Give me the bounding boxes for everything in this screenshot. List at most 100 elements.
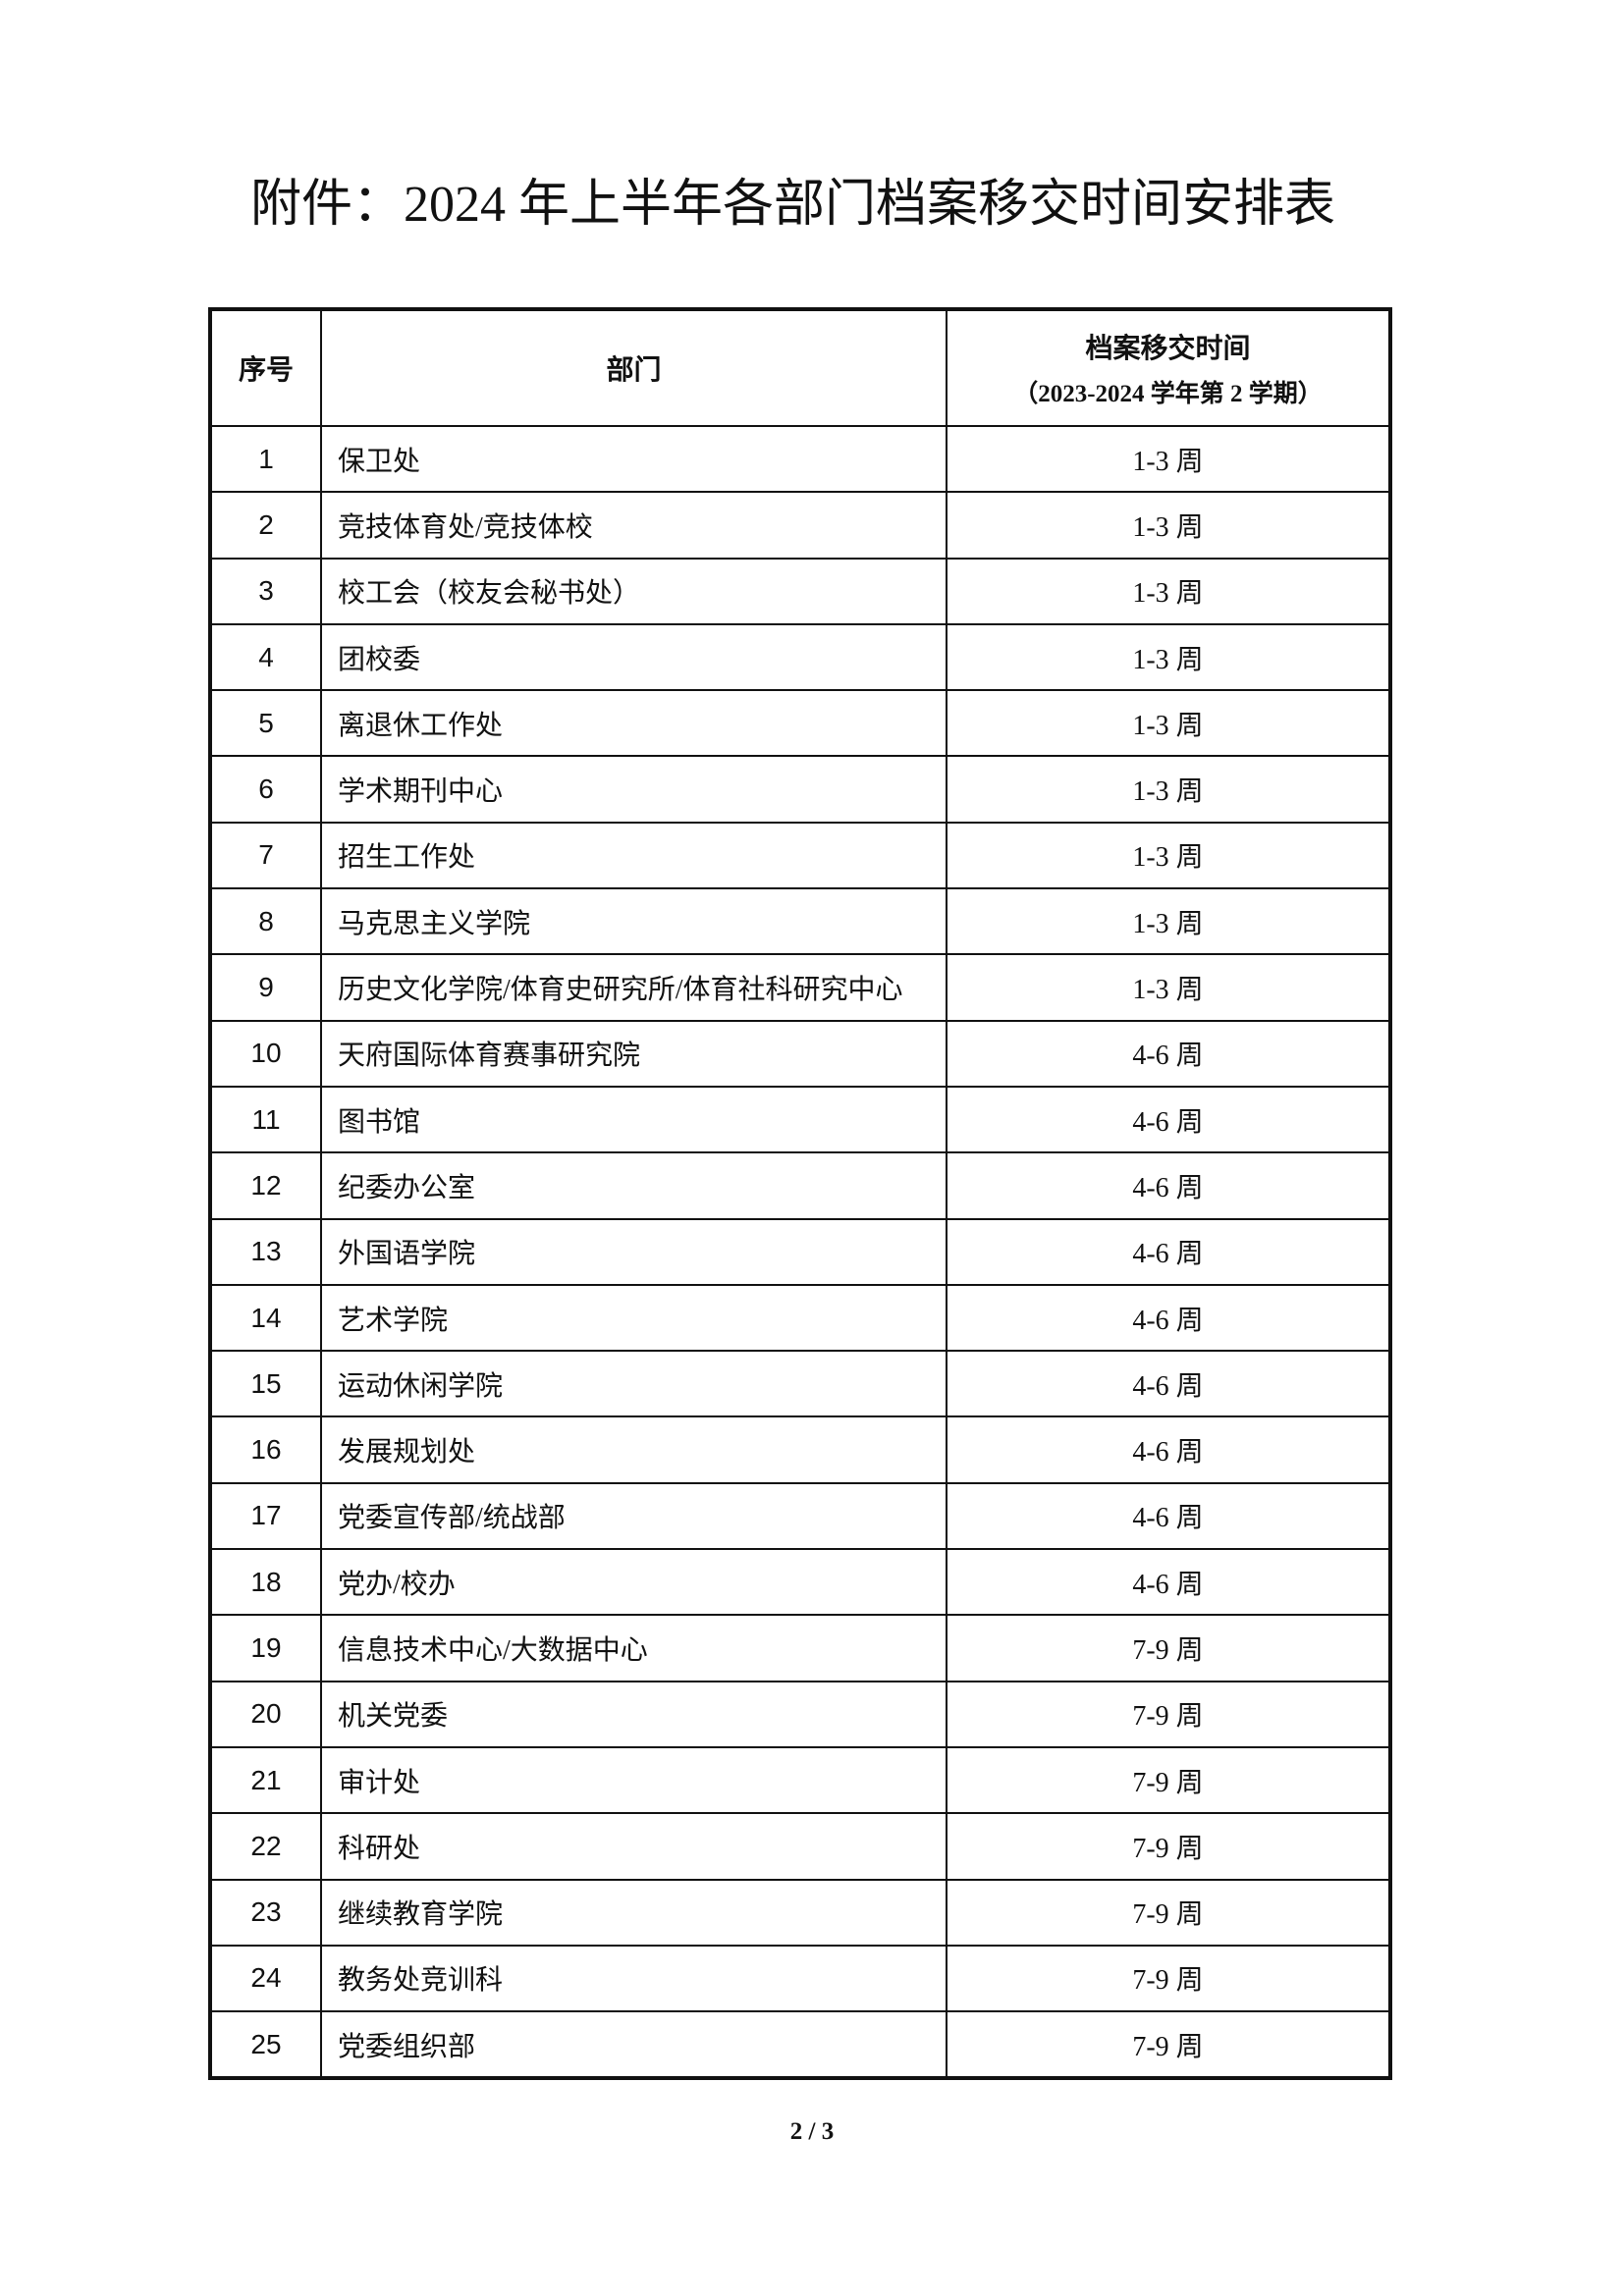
table-cell: 22 (209, 1812, 322, 1881)
table-cell: 5 (209, 689, 322, 758)
table-cell: 14 (209, 1283, 322, 1353)
table-cell: 1-3 周 (946, 953, 1391, 1022)
table-cell: 7-9 周 (946, 1614, 1391, 1682)
table-row: 23 继续教育学院 7-9 周 (209, 1878, 1391, 1947)
table-cell: 4-6 周 (946, 1019, 1391, 1088)
table-row: 3 校工会（校友会秘书处） 1-3 周 (209, 557, 1391, 625)
table-cell: 马克思主义学院 (320, 887, 947, 956)
table-cell: 4 (209, 622, 322, 692)
table-cell: 10 (209, 1019, 322, 1088)
table-cell: 4-6 周 (946, 1085, 1391, 1154)
table-row: 20 机关党委 7-9 周 (209, 1680, 1391, 1748)
header-row: 序号 部门 档案移交时间 （2023-2024 学年第 2 学期） (209, 308, 1391, 427)
table-cell: 16 (209, 1415, 322, 1484)
table-cell: 4-6 周 (946, 1217, 1391, 1286)
table-cell: 4-6 周 (946, 1481, 1391, 1551)
table-row: 17 党委宣传部/统战部 4-6 周 (209, 1481, 1391, 1551)
table-cell: 3 (209, 557, 322, 625)
table-row: 1 保卫处 1-3 周 (209, 424, 1391, 494)
table-cell: 25 (209, 2010, 322, 2080)
table-cell: 19 (209, 1614, 322, 1682)
table-cell: 7-9 周 (946, 2010, 1391, 2080)
table-row: 10 天府国际体育赛事研究院 4-6 周 (209, 1019, 1391, 1088)
table-body: 1 保卫处 1-3 周 2 竞技体育处/竞技体校 1-3 周 3 校工会（校友会秘书处） 1-3… (209, 424, 1391, 2080)
table-cell: 竞技体育处/竞技体校 (320, 491, 947, 560)
table-row: 15 运动休闲学院 4-6 周 (209, 1350, 1391, 1418)
table-cell: 1-3 周 (946, 887, 1391, 956)
table-row: 18 党办/校办 4-6 周 (209, 1548, 1391, 1617)
table-cell: 团校委 (320, 622, 947, 692)
table-cell: 4-6 周 (946, 1548, 1391, 1617)
table-cell: 党办/校办 (320, 1548, 947, 1617)
table-row: 12 纪委办公室 4-6 周 (209, 1151, 1391, 1220)
column-header: 序号 (209, 308, 322, 427)
table-row: 4 团校委 1-3 周 (209, 622, 1391, 692)
table-row: 25 党委组织部 7-9 周 (209, 2010, 1391, 2080)
table-cell: 外国语学院 (320, 1217, 947, 1286)
table-cell: 23 (209, 1878, 322, 1947)
table-cell: 13 (209, 1217, 322, 1286)
table-cell: 1-3 周 (946, 821, 1391, 890)
column-note: （2023-2024 学年第 2 学期） (1013, 381, 1323, 407)
table-cell: 7-9 周 (946, 1812, 1391, 1881)
table-cell: 8 (209, 887, 322, 956)
table-cell: 2 (209, 491, 322, 560)
table-row: 7 招生工作处 1-3 周 (209, 821, 1391, 890)
table-cell: 21 (209, 1745, 322, 1815)
column-header-text: 档案移交时间 (1085, 333, 1251, 363)
table-row: 19 信息技术中心/大数据中心 7-9 周 (209, 1614, 1391, 1682)
table-cell: 1-3 周 (946, 689, 1391, 758)
table-cell: 1-3 周 (946, 557, 1391, 625)
table-cell: 4-6 周 (946, 1151, 1391, 1220)
table-cell: 教务处竞训科 (320, 1944, 947, 2013)
table-cell: 艺术学院 (320, 1283, 947, 1353)
table-cell: 18 (209, 1548, 322, 1617)
table-cell: 7-9 周 (946, 1878, 1391, 1947)
table-cell: 学术期刊中心 (320, 755, 947, 824)
table-cell: 15 (209, 1350, 322, 1418)
table-cell: 历史文化学院/体育史研究所/体育社科研究中心 (320, 953, 947, 1022)
column-header: 档案移交时间 （2023-2024 学年第 2 学期） (946, 308, 1391, 427)
table-cell: 11 (209, 1085, 322, 1154)
table-cell: 离退休工作处 (320, 689, 947, 758)
table-row: 16 发展规划处 4-6 周 (209, 1415, 1391, 1484)
table-cell: 1-3 周 (946, 622, 1391, 692)
table-row: 5 离退休工作处 1-3 周 (209, 689, 1391, 758)
table-cell: 1-3 周 (946, 755, 1391, 824)
table-cell: 保卫处 (320, 424, 947, 494)
table-row: 2 竞技体育处/竞技体校 1-3 周 (209, 491, 1391, 560)
table-cell: 4-6 周 (946, 1350, 1391, 1418)
table-cell: 1-3 周 (946, 491, 1391, 560)
table-cell: 继续教育学院 (320, 1878, 947, 1947)
table-cell: 17 (209, 1481, 322, 1551)
table-cell: 20 (209, 1680, 322, 1748)
table-cell: 1-3 周 (946, 424, 1391, 494)
table-cell: 天府国际体育赛事研究院 (320, 1019, 947, 1088)
table-row: 8 马克思主义学院 1-3 周 (209, 887, 1391, 956)
table-cell: 9 (209, 953, 322, 1022)
document-title: 附件：2024 年上半年各部门档案移交时间安排表 (250, 177, 1336, 233)
table-cell: 6 (209, 755, 322, 824)
table-cell: 审计处 (320, 1745, 947, 1815)
schedule-table: 序号 部门 档案移交时间 （2023-2024 学年第 2 学期） 1 保卫处 1-3… (208, 307, 1392, 2081)
table-row: 14 艺术学院 4-6 周 (209, 1283, 1391, 1353)
table-cell: 12 (209, 1151, 322, 1220)
page-number: 2 / 3 (789, 2118, 835, 2145)
table-cell: 运动休闲学院 (320, 1350, 947, 1418)
table-row: 13 外国语学院 4-6 周 (209, 1217, 1391, 1286)
table-row: 9 历史文化学院/体育史研究所/体育社科研究中心 1-3 周 (209, 953, 1391, 1022)
table-row: 24 教务处竞训科 7-9 周 (209, 1944, 1391, 2013)
table-cell: 7-9 周 (946, 1944, 1391, 2013)
table-cell: 7-9 周 (946, 1680, 1391, 1748)
table-row: 21 审计处 7-9 周 (209, 1745, 1391, 1815)
table-cell: 7-9 周 (946, 1745, 1391, 1815)
table-cell: 图书馆 (320, 1085, 947, 1154)
table-cell: 党委组织部 (320, 2010, 947, 2080)
table-cell: 科研处 (320, 1812, 947, 1881)
table-cell: 校工会（校友会秘书处） (320, 557, 947, 625)
table-cell: 24 (209, 1944, 322, 2013)
table-row: 6 学术期刊中心 1-3 周 (209, 755, 1391, 824)
table-cell: 发展规划处 (320, 1415, 947, 1484)
column-header: 部门 (320, 308, 947, 427)
